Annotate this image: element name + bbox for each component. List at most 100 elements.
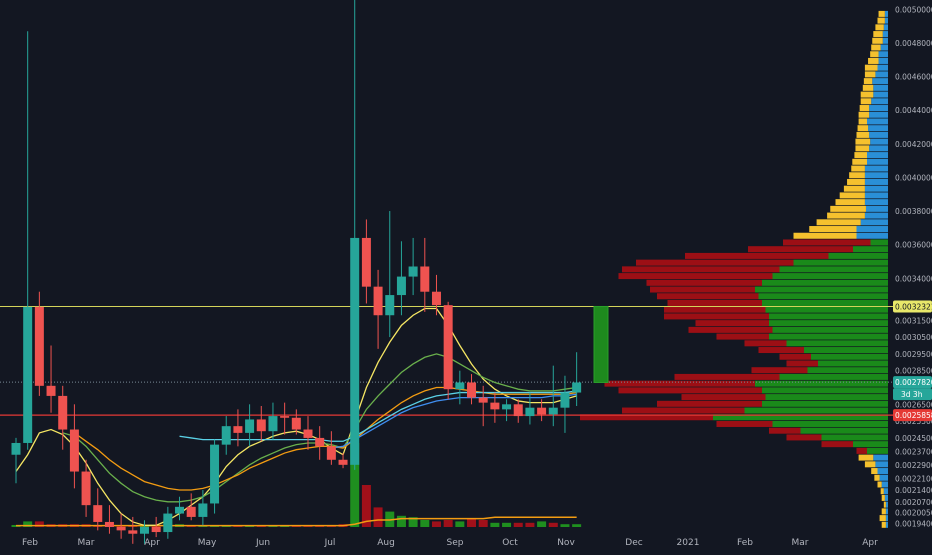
vp-bar-yellow [860,98,872,105]
candle[interactable] [46,345,56,413]
vp-bar-down [821,441,853,448]
candle[interactable] [373,269,383,349]
y-tick-label: 0.0021400 [895,486,932,495]
candle[interactable] [139,520,149,544]
candle[interactable] [58,385,68,450]
candle[interactable] [548,365,558,427]
candle-body [537,407,547,415]
candle[interactable] [467,374,477,405]
candle-body [525,407,535,417]
vp-bar-blue [867,118,888,125]
candle-body [431,291,441,306]
candle[interactable] [420,237,430,312]
candle-body [151,527,161,533]
vp-bar-yellow [858,454,874,461]
candle[interactable] [93,488,103,531]
candle[interactable] [396,241,406,316]
candle[interactable] [198,490,208,526]
candlesticks[interactable] [11,0,582,544]
candle[interactable] [268,402,278,440]
candle[interactable] [490,392,500,423]
candle[interactable] [525,392,535,425]
candle-body [11,442,21,455]
candle[interactable] [350,0,360,470]
candle[interactable] [221,416,231,455]
candle-body [104,521,114,527]
candle[interactable] [280,402,290,435]
vp-bar-up [811,353,888,360]
candle[interactable] [315,426,325,460]
candle[interactable] [151,516,161,538]
y-tick-label: 0.0036000 [895,241,932,250]
candle[interactable] [245,404,255,447]
candle[interactable] [11,437,21,484]
vp-bar-down [674,373,780,380]
candle-body [23,306,33,443]
vp-bar-blue [868,125,888,132]
candle[interactable] [104,505,114,534]
vp-bar-down [786,360,818,367]
vp-bar-yellow [855,138,871,145]
candle[interactable] [431,274,441,316]
volume-bar [537,521,547,527]
candle[interactable] [186,493,196,521]
vp-bar-yellow [859,105,870,112]
y-tick-label: 0.0019400 [895,520,932,529]
vp-bar-blue [882,37,888,44]
vp-bar-down [657,400,762,407]
volume-bar [396,515,406,527]
candle-body [69,429,79,472]
candle[interactable] [303,416,313,450]
candle[interactable] [443,301,453,400]
candle[interactable] [81,459,91,517]
vp-bar-yellow [870,51,879,58]
vp-bar-blue [877,468,888,475]
candle[interactable] [256,405,266,442]
candle[interactable] [361,219,371,304]
candle[interactable] [116,513,126,539]
candle[interactable] [128,516,138,544]
candle[interactable] [502,399,512,422]
vp-bar-up [755,380,888,387]
candle[interactable] [513,399,523,423]
vp-bar-down [786,434,822,441]
vp-bar-down [580,414,713,421]
vp-bar-blue [864,199,888,206]
candle[interactable] [560,375,570,433]
vp-bar-yellow [843,185,865,192]
candle[interactable] [34,291,44,396]
candle-body [34,306,44,386]
vp-bar-yellow [851,165,865,172]
candle[interactable] [537,399,547,422]
candle[interactable] [385,211,395,338]
vp-bar-up [853,246,888,253]
candle-body [175,506,185,514]
candle-body [128,530,138,534]
vp-bar-blue [865,205,888,212]
candle[interactable] [326,431,336,465]
volume-bar [560,524,570,527]
candle-body [280,416,290,418]
vp-bar-yellow [881,521,886,528]
candle[interactable] [572,352,582,406]
x-tick-label: Feb [22,538,38,548]
candle-body [46,385,56,396]
candle[interactable] [455,370,465,405]
candle[interactable] [175,496,185,521]
volume-bar [478,520,488,527]
candle[interactable] [478,385,488,427]
volume-bar [502,522,512,527]
candle[interactable] [233,409,243,447]
volume-bar [23,521,33,527]
candle[interactable] [338,453,348,469]
candle[interactable] [23,31,33,450]
candle[interactable] [408,237,418,296]
candle[interactable] [163,506,173,539]
candle[interactable] [291,409,301,435]
vp-bar-up [779,373,888,380]
candle[interactable] [210,439,220,514]
candle[interactable] [69,404,79,489]
vp-bar-blue [864,178,888,185]
